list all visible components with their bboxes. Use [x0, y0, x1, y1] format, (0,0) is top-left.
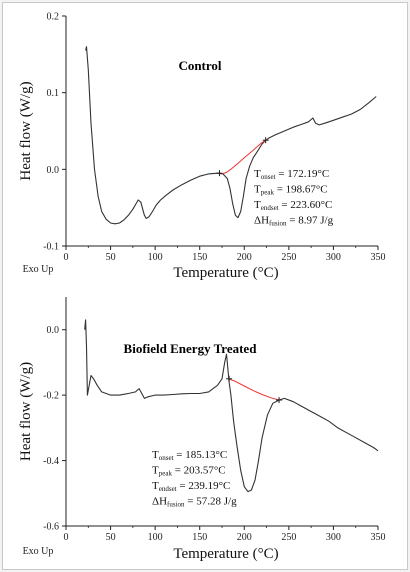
x-axis-title: Temperature (°C) [173, 265, 278, 281]
exo-up-label: Exo Up [23, 546, 54, 557]
y-tick-label: 0.1 [47, 88, 60, 99]
x-tick-label: 0 [64, 532, 69, 543]
y-tick-label: 0.0 [47, 325, 60, 336]
x-tick-label: 350 [371, 532, 386, 543]
y-tick-label: -0.1 [43, 242, 59, 253]
chart-panel-1: 0 50 100 150 200 250 300 350 -0.1 0.0 0.1 0.2 Temper… [18, 12, 386, 282]
x-tick-label: 300 [326, 532, 341, 543]
annotation-onset: Tonset = 172.19°C [254, 168, 329, 181]
x-axis-title: Temperature (°C) [173, 546, 278, 562]
annotation-peak: Tpeak = 203.57°C [152, 465, 226, 478]
baseline-curve [228, 378, 280, 401]
x-tick-label: 50 [106, 252, 116, 263]
x-tick-label: 350 [371, 252, 386, 263]
x-tick-label: 100 [148, 252, 163, 263]
annotation-endset: Tendset = 239.19°C [152, 480, 230, 493]
exo-up-label: Exo Up [23, 264, 54, 275]
y-tick-label: 0.0 [47, 165, 60, 176]
x-tick-label: 300 [326, 252, 341, 263]
x-tick-label: 250 [281, 252, 296, 263]
annotation-endset: Tendset = 223.60°C [254, 199, 332, 212]
panel-title: Control [178, 58, 221, 73]
annotation-fusion: ΔHfusion = 8.97 J/g [254, 215, 334, 228]
y-tick-label: -0.6 [43, 522, 59, 533]
baseline-curve [221, 139, 266, 175]
x-tick-label: 150 [192, 532, 207, 543]
x-tick-label: 200 [237, 532, 252, 543]
x-tick-label: 150 [192, 252, 207, 263]
annotation-onset: Tonset = 185.13°C [152, 449, 227, 462]
x-tick-label: 100 [148, 532, 163, 543]
y-tick-label: 0.2 [47, 12, 60, 23]
y-tick-label: -0.4 [43, 456, 59, 467]
dsc-curve [85, 46, 377, 225]
x-tick-label: 200 [237, 252, 252, 263]
x-tick-label: 250 [281, 532, 296, 543]
annotation-fusion: ΔHfusion = 57.28 J/g [152, 496, 237, 509]
panel-title: Biofield Energy Treated [124, 341, 258, 356]
y-axis-title: Heat flow (W/g) [18, 362, 34, 461]
x-tick-label: 0 [64, 252, 69, 263]
y-axis-title: Heat flow (W/g) [18, 81, 34, 180]
dsc-curve [84, 319, 379, 493]
x-tick-label: 50 [106, 532, 116, 543]
y-tick-label: -0.2 [43, 391, 59, 402]
chart-panel-2: 0 50 100 150 200 250 300 350 -0.6 -0.4 -0.2 0.0 Temp… [18, 297, 386, 562]
annotation-peak: Tpeak = 198.67°C [254, 184, 328, 197]
